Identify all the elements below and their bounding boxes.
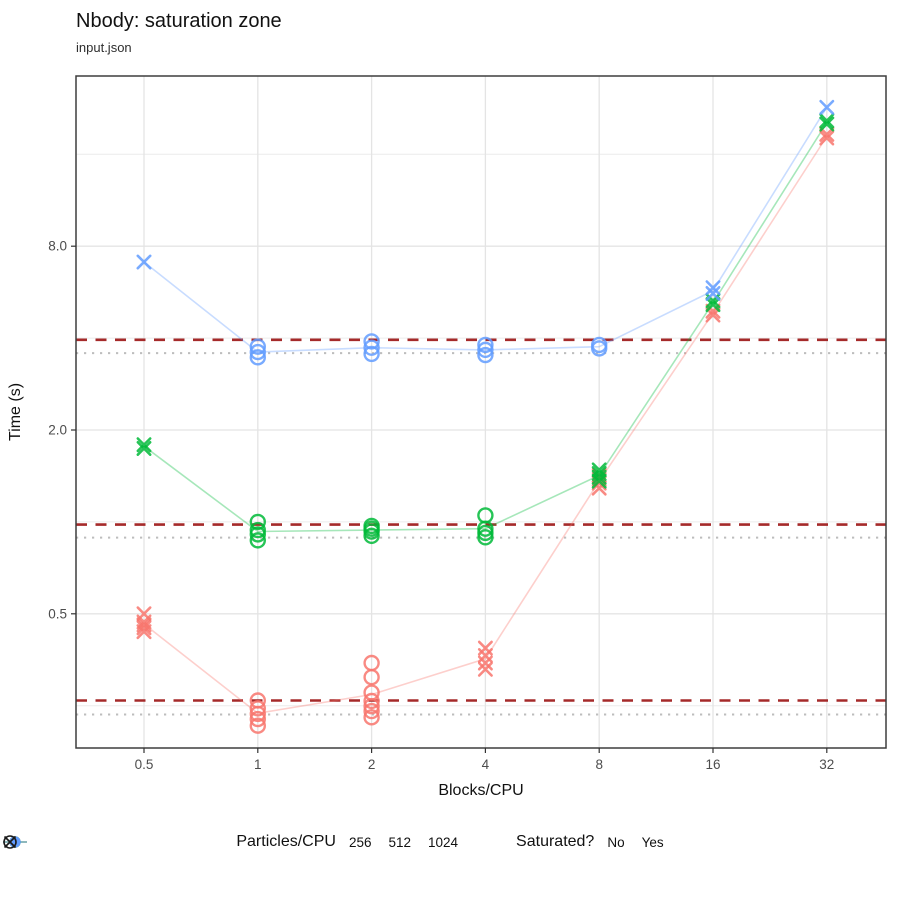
data-point-circle-512	[363, 523, 380, 540]
data-point-x-512	[705, 297, 721, 313]
x-tick-label: 32	[819, 757, 834, 772]
x-tick-label: 1	[254, 757, 262, 772]
legend-item-label: Yes	[641, 834, 664, 850]
data-point-x-256	[819, 130, 835, 146]
x-tick-label: 16	[705, 757, 720, 772]
y-tick-label: 2.0	[48, 423, 67, 438]
series-line-1024	[143, 106, 828, 353]
data-point-circle-512	[477, 524, 494, 542]
data-point-x-256	[477, 655, 493, 671]
legend-key-x-icon	[3, 835, 17, 849]
data-point-circle-1024	[477, 336, 494, 354]
x-tick-label: 2	[368, 757, 376, 772]
data-point-circle-512	[249, 521, 266, 539]
legend-item-label: 256	[348, 834, 372, 850]
color-legend: Particles/CPU 256 512 1024	[3, 833, 459, 851]
data-point-x-256	[819, 126, 835, 142]
data-point-circle-256	[363, 668, 380, 686]
y-tick-label: 0.5	[48, 606, 67, 621]
legend-item-1024: 1024	[3, 834, 459, 850]
data-point-x-512	[819, 116, 835, 132]
data-point-circle-256	[249, 710, 266, 728]
legend-item-256: 256	[3, 834, 372, 850]
data-point-x-512	[591, 469, 607, 485]
data-point-x-1024	[136, 254, 152, 270]
x-tick-label: 8	[595, 757, 603, 772]
data-point-x-256	[136, 620, 152, 636]
color-legend-items: 256 512 1024	[3, 834, 459, 850]
legend-item-label: No	[607, 834, 625, 850]
data-point-circle-512	[363, 527, 380, 545]
chart-title: Nbody: saturation zone	[76, 10, 282, 32]
data-point-x-1024	[819, 99, 835, 115]
data-point-circle-256	[363, 702, 380, 720]
data-point-x-1024	[705, 285, 721, 301]
color-legend-title: Particles/CPU	[236, 833, 336, 850]
x-tick-label: 4	[482, 757, 490, 772]
y-axis-title: Time (s)	[7, 383, 24, 441]
data-point-circle-1024	[249, 349, 266, 366]
shape-legend: Saturated? No Yes	[3, 833, 664, 851]
legend-item-label: 512	[388, 834, 411, 850]
plot-area: 0.5 1 2 4 8 16 32 0.5 2.0 8.0 Blocks/CPU Time (s)	[7, 75, 887, 799]
data-point-circle-1024	[249, 343, 266, 361]
shape-legend-items: No Yes	[3, 834, 664, 850]
legend-item-Yes: Yes	[3, 834, 664, 850]
data-point-x-512	[591, 473, 607, 489]
panel-border	[75, 75, 887, 749]
data-point-x-512	[136, 437, 152, 453]
data-point-circle-512	[477, 529, 494, 546]
data-point-circle-256	[249, 700, 266, 717]
data-point-x-256	[136, 624, 152, 640]
data-point-circle-256	[363, 692, 380, 710]
legend-key-circle-icon	[3, 835, 17, 849]
data-point-circle-1024	[477, 341, 494, 359]
shape-legend-title: Saturated?	[516, 833, 595, 850]
x-tick-label: 0.5	[135, 757, 154, 772]
data-point-circle-1024	[363, 339, 380, 356]
data-point-circle-1024	[363, 345, 380, 363]
series-line-256	[143, 136, 828, 715]
data-point-circle-512	[249, 532, 266, 549]
data-point-circle-256	[363, 709, 380, 726]
y-tick-label: 8.0	[48, 239, 67, 254]
legend-item-512: 512	[3, 834, 411, 850]
data-point-circle-256	[249, 705, 266, 723]
data-point-circle-512	[249, 513, 266, 531]
x-axis-title: Blocks/CPU	[438, 782, 523, 799]
data-point-x-512	[136, 440, 152, 456]
data-point-x-256	[705, 307, 721, 323]
legend-item-No: No	[3, 834, 625, 850]
data-point-circle-1024	[249, 338, 266, 355]
legend: Particles/CPU 256 512 1024 Saturated? No…	[0, 833, 900, 851]
data-point-circle-256	[363, 698, 380, 715]
data-point-circle-1024	[363, 333, 380, 350]
data-point-circle-512	[249, 526, 266, 543]
data-point-x-1024	[705, 280, 721, 296]
data-point-circle-256	[249, 717, 266, 734]
data-point-x-256	[477, 661, 493, 677]
chart-subtitle: input.json	[76, 40, 132, 55]
legend-item-label: 1024	[428, 834, 459, 850]
data-point-circle-1024	[591, 340, 608, 357]
data-point-x-512	[819, 113, 835, 129]
data-point-circle-1024	[477, 346, 494, 364]
